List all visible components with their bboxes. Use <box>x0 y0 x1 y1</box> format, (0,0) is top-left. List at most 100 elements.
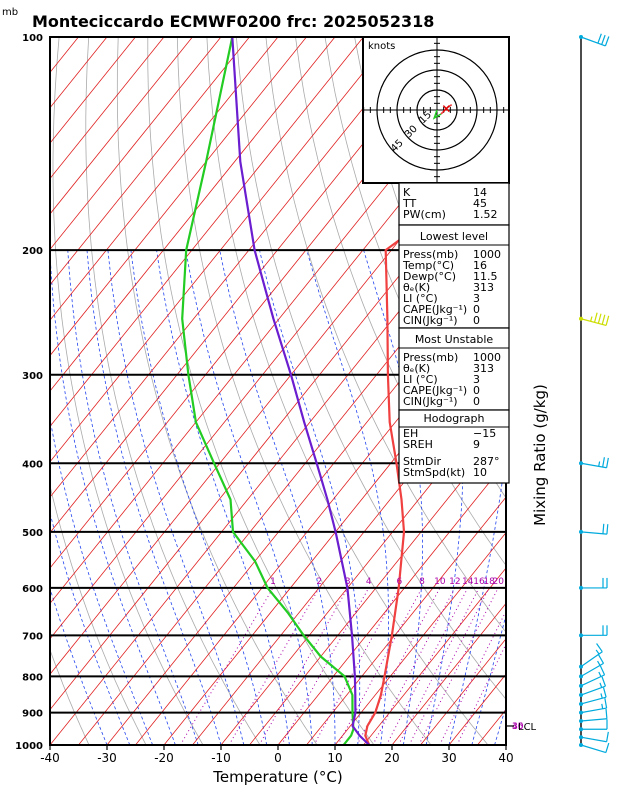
hodograph-unit-label: knots <box>368 41 395 52</box>
wind-barb-staff <box>580 718 607 722</box>
isotherm <box>249 425 506 745</box>
mixing-ratio-label: 14 <box>462 577 474 587</box>
dry-adiabat <box>206 37 489 745</box>
x-axis-label: Temperature (°C) <box>212 768 342 786</box>
mixing-ratio-label: 1 <box>270 577 276 587</box>
x-axis-ticks: -40 -30 -20 -10 0 10 20 30 40 <box>40 745 514 765</box>
y-tick-label: 900 <box>22 709 43 720</box>
y-tick-label: 400 <box>22 459 43 470</box>
dry-adiabat <box>176 37 432 745</box>
index-value: 3 <box>473 292 480 305</box>
wind-barb-staff <box>580 685 606 696</box>
lowest-level-box <box>398 224 510 329</box>
index-label: Press(mb) <box>403 248 458 261</box>
index-value: 45 <box>473 197 487 210</box>
mixing-ratio-label: 4 <box>366 577 372 587</box>
background-lines <box>0 37 618 745</box>
index-value: 9 <box>473 438 480 451</box>
hodograph-ring <box>396 69 478 151</box>
dry-adiabat <box>501 37 506 50</box>
dry-adiabat <box>561 37 618 745</box>
wind-barb-flag <box>606 457 609 468</box>
storm-motion-marker <box>442 105 450 113</box>
index-label: EH <box>403 427 418 440</box>
isotherm <box>277 461 506 745</box>
dry-adiabat <box>265 37 506 633</box>
mixing-ratio-line <box>356 587 441 745</box>
isotherm <box>50 37 364 428</box>
x-tick-label: -20 <box>154 751 174 765</box>
index-label: K <box>403 186 411 199</box>
wind-barb-flag <box>602 523 605 534</box>
index-value: 0 <box>473 395 480 408</box>
y-tick-label: 200 <box>22 246 43 257</box>
dry-adiabat <box>85 37 261 745</box>
isotherm <box>592 37 618 745</box>
moist-adiabat <box>50 586 108 745</box>
y-tick-label: 300 <box>22 371 43 382</box>
wind-barb-flag <box>601 676 606 687</box>
moist-adiabat <box>156 250 290 745</box>
mixing-ratio-line <box>179 587 274 745</box>
index-label: LI (°C) <box>403 373 438 386</box>
index-value: 0 <box>473 303 480 316</box>
wind-barb-flag <box>597 654 605 664</box>
wind-barb-half <box>598 671 602 677</box>
mixing-ratio-line <box>408 587 490 745</box>
wind-barb-half <box>600 693 603 699</box>
y-tick-label: 600 <box>22 584 43 595</box>
y-tick-label: 700 <box>22 631 43 642</box>
indices-box <box>398 182 510 226</box>
index-value: 287° <box>473 455 500 468</box>
parcel-profile <box>231 37 370 745</box>
mixing-ratio-label: 20 <box>492 577 504 587</box>
dry-adiabat <box>52 37 204 745</box>
index-label: CIN(Jkg⁻¹) <box>403 314 458 327</box>
index-value: 16 <box>473 259 487 272</box>
isotherm <box>50 37 450 534</box>
dry-adiabat <box>295 37 506 567</box>
moist-adiabat <box>494 704 506 745</box>
moist-adiabat <box>219 250 336 745</box>
dewpoint-profile <box>181 37 355 745</box>
index-label: SREH <box>403 438 433 451</box>
wind-barb-flag <box>593 312 598 323</box>
x-tick-label: 10 <box>327 751 342 765</box>
wind-barb-staff <box>580 531 607 535</box>
mixing-ratio-line <box>386 587 469 745</box>
wind-barb-flag <box>604 36 610 47</box>
wind-barb-half <box>601 703 604 709</box>
isotherm <box>0 37 21 745</box>
mixing-ratio-line <box>228 587 320 745</box>
indices-panel: K 14 TT 45 PW(cm) 1.52 Lowest level Press(mb) 10… <box>398 182 510 484</box>
mixing-ratio-line <box>313 587 400 745</box>
mixing-ratio-label: 18 <box>483 577 495 587</box>
theta-e-label: 40 <box>512 722 524 732</box>
moist-adiabat <box>363 249 423 745</box>
index-value: 313 <box>473 281 494 294</box>
mixing-ratio-line <box>258 587 349 745</box>
pressure-unit-label: mb <box>2 7 18 18</box>
hodograph-index-box <box>398 409 510 484</box>
wind-barb-flag <box>597 313 602 324</box>
y-tick-label: 800 <box>22 672 43 683</box>
moist-adiabat <box>471 613 506 745</box>
wind-barb-flag <box>606 731 609 742</box>
moist-adiabat <box>130 250 267 745</box>
wind-barbs-column <box>579 33 610 754</box>
wind-barb-staff <box>580 744 607 754</box>
index-label: Temp(°C) <box>402 259 454 272</box>
index-value: 1.52 <box>473 208 498 221</box>
mixing-ratio-line <box>281 587 370 745</box>
moist-adiabat <box>50 511 131 745</box>
chart-title: Monteciccardo ECMWF0200 frc: 2025052318 <box>32 12 434 31</box>
index-label: CAPE(Jkg⁻¹) <box>403 303 467 316</box>
isotherm <box>50 37 279 321</box>
x-tick-label: 30 <box>441 751 456 765</box>
isotherm <box>50 37 307 357</box>
y-tick-label: 100 <box>22 33 43 44</box>
isotherm <box>50 37 393 463</box>
index-label: Dewp(°C) <box>403 270 456 283</box>
